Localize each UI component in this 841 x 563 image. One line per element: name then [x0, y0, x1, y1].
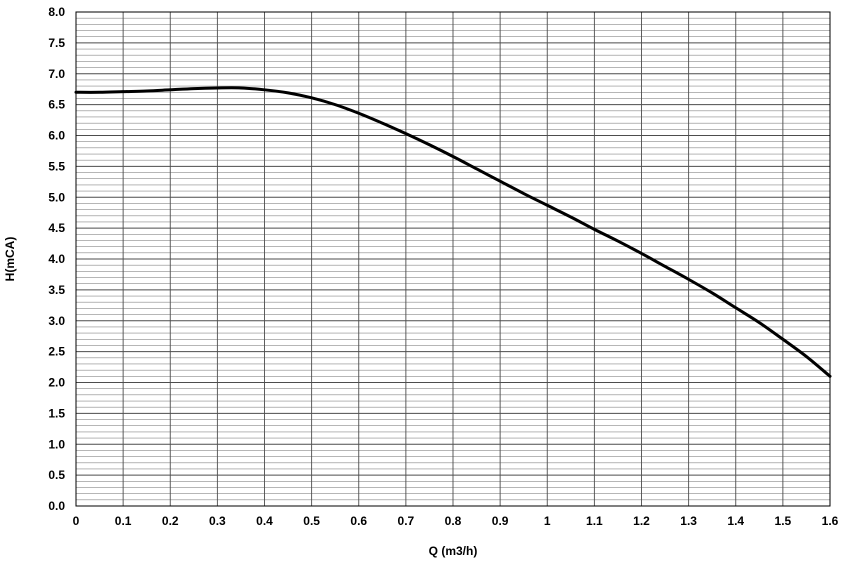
- x-tick-label: 0.7: [398, 514, 415, 528]
- x-tick-label: 1.6: [822, 514, 839, 528]
- x-tick-label: 1.2: [633, 514, 650, 528]
- series-layer: [74, 86, 832, 378]
- y-tick-label: 6.5: [48, 98, 65, 112]
- x-tick-label: 1.5: [775, 514, 792, 528]
- y-tick-label: 3.5: [48, 283, 65, 297]
- x-tick-label: 0.2: [162, 514, 179, 528]
- y-axis-tick-labels: 0.0 0.5 1.0 1.5 2.0 2.5 3.0 3.5 4.0 4.5 5.0 5.5 6.0 6…: [48, 5, 65, 513]
- y-tick-label: 7.5: [48, 36, 65, 50]
- x-axis-tick-labels: 0 0.1 0.2 0.3 0.4 0.5 0.6 0.7 0.8 0.9 1 1.1 1.2 1.3 1.…: [73, 514, 839, 528]
- y-tick-label: 5.0: [48, 190, 65, 204]
- y-tick-label: 0.0: [48, 499, 65, 513]
- x-tick-label: 0.1: [115, 514, 132, 528]
- y-axis-label: H(mCA): [3, 237, 17, 282]
- y-tick-label: 5.5: [48, 159, 65, 173]
- x-tick-label: 0.6: [350, 514, 367, 528]
- y-tick-label: 8.0: [48, 5, 65, 19]
- grid-lines: [76, 12, 830, 506]
- y-tick-label: 4.0: [48, 252, 65, 266]
- x-tick-label: 0.4: [256, 514, 273, 528]
- x-tick-label: 1.4: [727, 514, 744, 528]
- pump-curve-line: [74, 86, 832, 378]
- x-tick-label: 0.5: [303, 514, 320, 528]
- x-tick-label: 1.3: [680, 514, 697, 528]
- y-tick-label: 7.0: [48, 67, 65, 81]
- y-tick-label: 1.0: [48, 437, 65, 451]
- x-tick-label: 0: [73, 514, 80, 528]
- y-tick-label: 2.5: [48, 345, 65, 359]
- y-tick-label: 4.5: [48, 221, 65, 235]
- x-tick-label: 0.8: [445, 514, 462, 528]
- y-tick-label: 1.5: [48, 406, 65, 420]
- x-tick-label: 0.9: [492, 514, 509, 528]
- plot-area-border: [75, 11, 831, 507]
- y-tick-label: 3.0: [48, 314, 65, 328]
- x-tick-label: 1: [544, 514, 551, 528]
- x-tick-label: 1.1: [586, 514, 603, 528]
- y-tick-label: 0.5: [48, 468, 65, 482]
- x-axis-label: Q (m3/h): [429, 544, 478, 558]
- y-tick-label: 2.0: [48, 376, 65, 390]
- x-tick-label: 0.3: [209, 514, 226, 528]
- y-tick-label: 6.0: [48, 129, 65, 143]
